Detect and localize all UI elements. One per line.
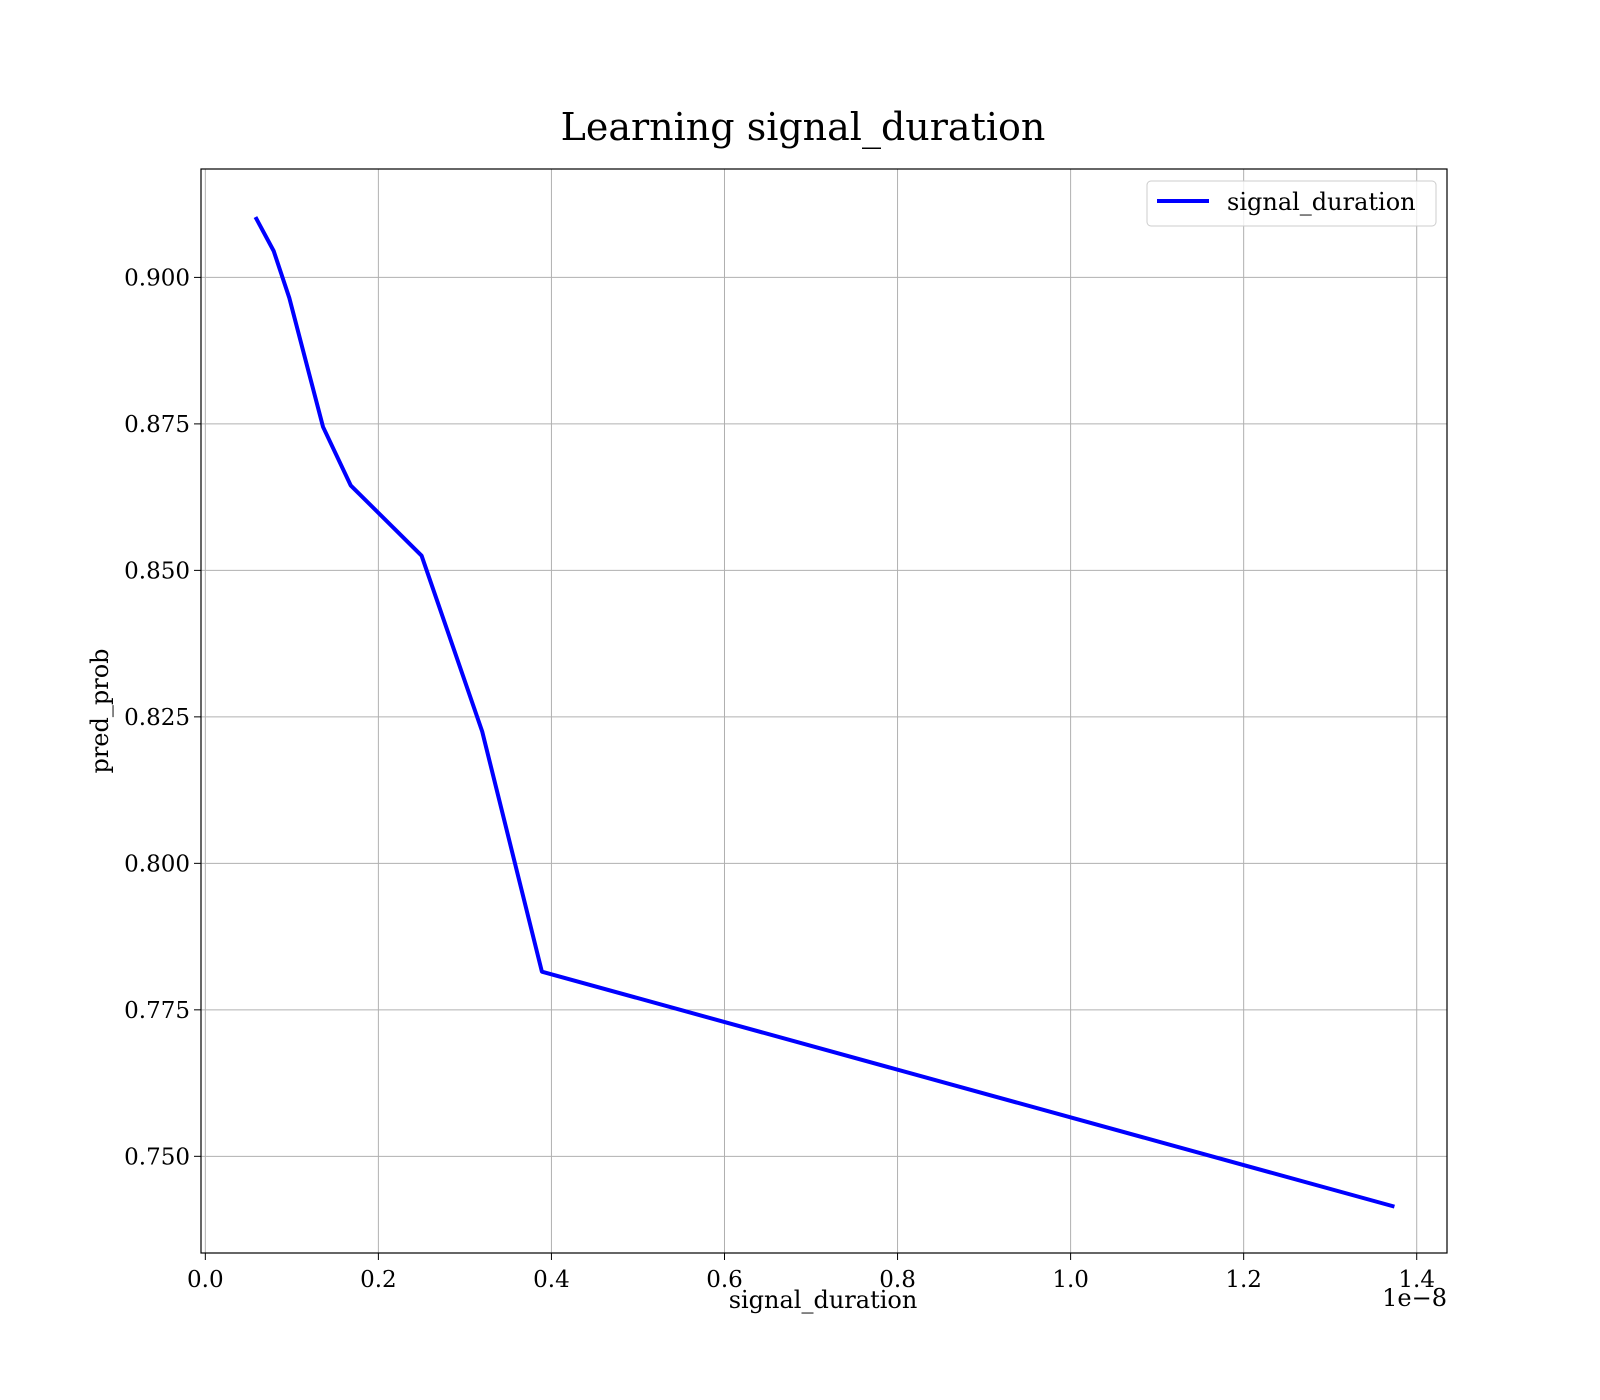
y-tick-label: 0.850 xyxy=(124,558,190,584)
y-tick-label: 0.800 xyxy=(124,851,190,877)
x-tick-label: 0.2 xyxy=(360,1267,397,1293)
y-tick-label: 0.875 xyxy=(124,412,190,438)
x-tick-label: 1.4 xyxy=(1398,1267,1435,1293)
x-axis-label: signal_duration xyxy=(729,1286,918,1314)
x-axis-ticks: 0.0 0.2 0.4 0.6 0.8 1.0 1.2 1.4 xyxy=(187,1253,1435,1293)
x-tick-label: 0.4 xyxy=(533,1267,570,1293)
x-tick-label: 1.0 xyxy=(1052,1267,1089,1293)
x-tick-label: 0.0 xyxy=(187,1267,224,1293)
plot-frame xyxy=(200,168,1448,1254)
x-tick-label: 0.6 xyxy=(706,1267,743,1293)
x-axis-offset-label: 1e−8 xyxy=(1382,1284,1447,1312)
y-tick-label: 0.750 xyxy=(124,1144,190,1170)
y-tick-label: 0.775 xyxy=(124,998,190,1024)
y-tick-label: 0.825 xyxy=(124,705,190,731)
y-axis-label: pred_prob xyxy=(86,648,114,773)
legend-entry-label: signal_duration xyxy=(1227,188,1416,216)
x-tick-label: 0.8 xyxy=(879,1267,916,1293)
chart-title: Learning signal_duration xyxy=(561,105,1046,150)
legend-box xyxy=(1146,180,1437,227)
series-line-signal-duration xyxy=(253,216,1395,1209)
y-tick-label: 0.900 xyxy=(124,265,190,291)
grid-lines xyxy=(201,169,1447,1253)
y-axis-ticks: 0.750 0.775 0.800 0.825 0.850 0.875 0.900 xyxy=(124,265,201,1170)
x-tick-label: 1.2 xyxy=(1225,1267,1262,1293)
series-layer xyxy=(253,216,1395,1209)
legend: signal_duration xyxy=(1146,180,1437,227)
